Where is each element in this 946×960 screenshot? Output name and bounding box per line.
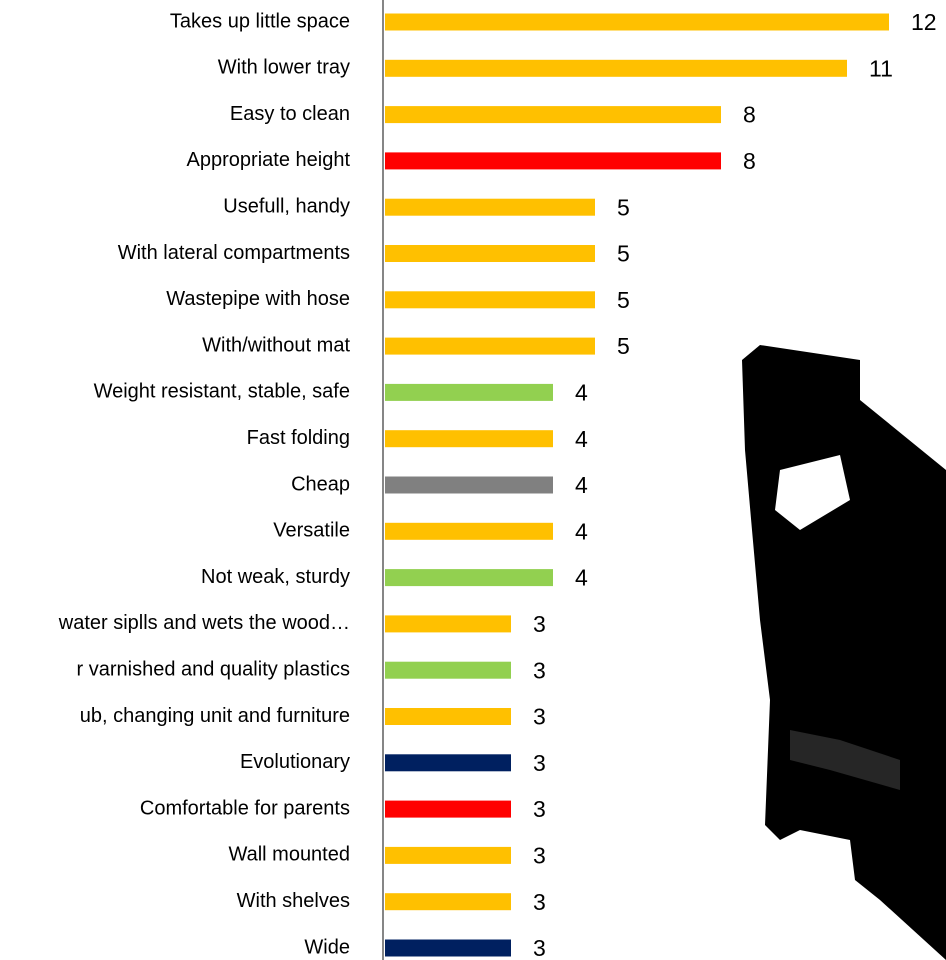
bar — [385, 893, 511, 910]
category-label: With lower tray — [218, 57, 350, 79]
value-label: 4 — [575, 426, 588, 452]
value-label: 8 — [743, 102, 756, 128]
value-label: 5 — [617, 194, 630, 220]
category-label: Versatile — [273, 520, 350, 542]
value-label: 8 — [743, 148, 756, 174]
bar — [385, 60, 847, 77]
value-label: 3 — [533, 657, 546, 683]
bar — [385, 152, 721, 169]
value-label: 3 — [533, 935, 546, 960]
bar — [385, 430, 553, 447]
category-label: Wall mounted — [228, 844, 350, 866]
bar — [385, 477, 553, 494]
bar — [385, 708, 511, 725]
page: {"chart_data": {"type": "bar", "orientat… — [0, 0, 946, 960]
chair-picture — [742, 345, 946, 960]
category-label: With lateral compartments — [118, 242, 350, 264]
value-label: 4 — [575, 518, 588, 544]
bar — [385, 754, 511, 771]
category-label: ub, changing unit and furniture — [80, 705, 350, 727]
category-label: Appropriate height — [187, 149, 351, 171]
category-label: water siplls and wets the wood… — [58, 612, 350, 634]
value-label: 5 — [617, 287, 630, 313]
bar — [385, 199, 595, 216]
value-label: 3 — [533, 704, 546, 730]
bar — [385, 338, 595, 355]
value-label: 3 — [533, 889, 546, 915]
value-label: 5 — [617, 241, 630, 267]
category-label: With/without mat — [202, 334, 350, 356]
category-label: Comfortable for parents — [140, 797, 350, 819]
bar — [385, 662, 511, 679]
value-label: 11 — [869, 55, 893, 81]
value-label: 4 — [575, 565, 588, 591]
category-label: Wide — [304, 936, 350, 958]
value-label: 4 — [575, 379, 588, 405]
value-label: 3 — [533, 842, 546, 868]
value-label: 3 — [533, 796, 546, 822]
bar — [385, 847, 511, 864]
value-label: 4 — [575, 472, 588, 498]
value-label: 5 — [617, 333, 630, 359]
category-label: Wastepipe with hose — [166, 288, 350, 310]
category-label: Weight resistant, stable, safe — [94, 381, 350, 403]
value-label: 12 — [911, 9, 937, 35]
category-label: Not weak, sturdy — [201, 566, 350, 588]
category-label: Takes up little space — [170, 10, 350, 32]
bar — [385, 801, 511, 818]
category-label: Cheap — [291, 473, 350, 495]
value-label: 3 — [533, 611, 546, 637]
chart: Takes up little space 12 With lower tray 11… — [0, 0, 946, 960]
bar — [385, 291, 595, 308]
category-label: With shelves — [237, 890, 350, 912]
category-label: Fast folding — [247, 427, 350, 449]
bar — [385, 384, 553, 401]
category-label: Evolutionary — [240, 751, 350, 773]
category-label: Usefull, handy — [223, 195, 350, 217]
bar — [385, 940, 511, 957]
bar — [385, 14, 889, 31]
bar — [385, 106, 721, 123]
category-label: Easy to clean — [230, 103, 350, 125]
value-label: 3 — [533, 750, 546, 776]
bar — [385, 523, 553, 540]
bar — [385, 245, 595, 262]
category-label: r varnished and quality plastics — [77, 658, 350, 680]
bar — [385, 569, 553, 586]
bar — [385, 615, 511, 632]
